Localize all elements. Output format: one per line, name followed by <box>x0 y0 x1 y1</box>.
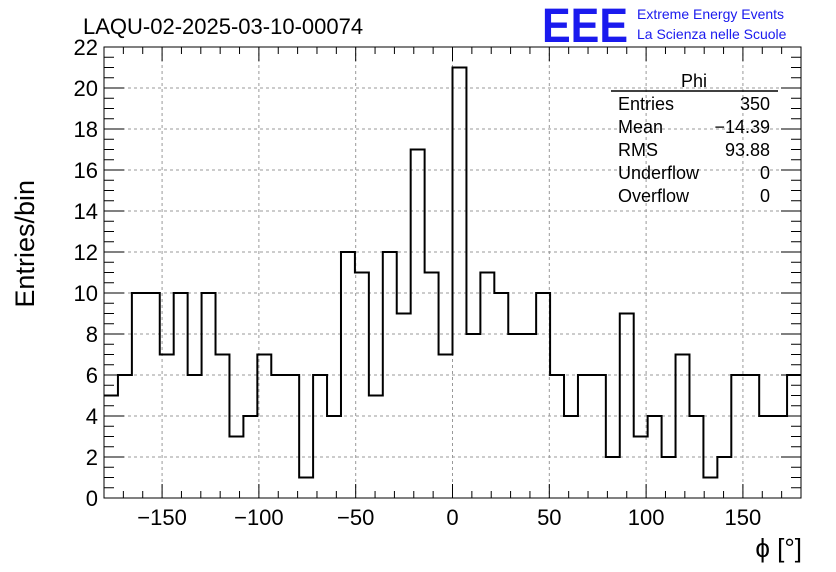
x-tick-label: 100 <box>628 505 665 530</box>
histogram-bar <box>243 416 257 498</box>
histogram-bar <box>717 457 731 498</box>
x-tick-label: −150 <box>137 505 187 530</box>
histogram-bar <box>216 355 230 499</box>
histogram-bar <box>411 150 425 499</box>
y-tick-label: 8 <box>86 322 98 347</box>
histogram-bar <box>341 252 355 498</box>
histogram-bar <box>745 375 759 498</box>
histogram-bar <box>299 478 313 499</box>
histogram-bar <box>522 334 536 498</box>
histogram-bar <box>550 375 564 498</box>
histogram-bar <box>606 457 620 498</box>
histogram-bar <box>592 375 606 498</box>
stats-value: −14.39 <box>714 117 770 137</box>
histogram-bar <box>285 375 299 498</box>
histogram-bar <box>397 314 411 499</box>
axis-ticks <box>103 46 802 499</box>
y-axis-label: Entries/bin <box>10 180 40 308</box>
y-tick-label: 0 <box>86 486 98 511</box>
x-axis-label: ϕ [°] <box>755 533 802 563</box>
chart-title: LAQU-02-2025-03-10-00074 <box>83 14 363 39</box>
histogram-bar <box>634 437 648 499</box>
histogram-bar <box>731 375 745 498</box>
histogram-bar <box>327 416 341 498</box>
histogram-bar <box>578 375 592 498</box>
histogram-bar <box>536 293 550 498</box>
histogram-bar <box>648 416 662 498</box>
x-tick-label: 0 <box>446 505 458 530</box>
histogram-bar <box>146 293 160 498</box>
histogram-bar <box>271 375 285 498</box>
y-tick-label: 12 <box>74 240 98 265</box>
histogram-bar <box>508 334 522 498</box>
histogram-bar <box>620 314 634 499</box>
histogram-bar <box>174 293 188 498</box>
histogram-bar <box>439 355 453 499</box>
histogram-bar <box>480 273 494 499</box>
stats-value: 0 <box>760 163 770 183</box>
stats-title: Phi <box>681 71 707 91</box>
y-tick-labels: 0 2 4 6 8 10 12 14 16 18 20 22 <box>74 35 98 511</box>
y-tick-label: 6 <box>86 363 98 388</box>
y-tick-label: 10 <box>74 281 98 306</box>
logo-line2: La Scienza nelle Scuole <box>637 26 787 42</box>
histogram-bar <box>425 273 439 499</box>
y-tick-label: 14 <box>74 199 98 224</box>
stats-value: 93.88 <box>725 140 770 160</box>
y-tick-label: 16 <box>74 158 98 183</box>
logo-line1: Extreme Energy Events <box>637 6 784 22</box>
x-tick-label: 150 <box>725 505 762 530</box>
histogram-bar <box>229 437 243 499</box>
stats-label: Overflow <box>618 186 690 206</box>
histogram-bar <box>257 355 271 499</box>
y-tick-label: 4 <box>86 404 98 429</box>
x-tick-label: −50 <box>337 505 374 530</box>
histogram-bar <box>132 293 146 498</box>
histogram-bar <box>188 375 202 498</box>
histogram-bar <box>494 293 508 498</box>
stats-box: Phi Entries 350 Mean −14.39 RMS 93.88 Underflo… <box>611 71 778 206</box>
stats-label: Entries <box>618 94 674 114</box>
stats-value: 0 <box>760 186 770 206</box>
y-tick-label: 18 <box>74 117 98 142</box>
histogram-bar <box>369 396 383 499</box>
histogram-bar <box>383 252 397 498</box>
stats-label: Mean <box>618 117 663 137</box>
histogram-bar <box>564 416 578 498</box>
histogram-bar <box>759 416 773 498</box>
y-tick-label: 22 <box>74 35 98 60</box>
x-tick-label: 50 <box>537 505 561 530</box>
y-tick-label: 2 <box>86 445 98 470</box>
y-tick-label: 20 <box>74 76 98 101</box>
histogram-bar <box>466 334 480 498</box>
histogram-bar <box>313 375 327 498</box>
eee-logo: EEE Extreme Energy Events La Scienza nel… <box>542 0 787 53</box>
histogram-bar <box>662 457 676 498</box>
histogram-bar <box>355 273 369 499</box>
histogram-bar <box>703 478 717 499</box>
histogram-bar <box>118 375 132 498</box>
histogram-bar <box>676 355 690 499</box>
x-tick-label: −100 <box>234 505 284 530</box>
x-tick-labels: −150 −100 −50 0 50 100 150 <box>137 505 761 530</box>
histogram-bar <box>689 416 703 498</box>
histogram-bar <box>202 293 216 498</box>
histogram-outline <box>104 66 801 479</box>
stats-label: Underflow <box>618 163 700 183</box>
histogram-bar <box>453 68 467 499</box>
logo-text: EEE <box>542 0 628 53</box>
stats-value: 350 <box>740 94 770 114</box>
histogram-bar <box>160 355 174 499</box>
stats-label: RMS <box>618 140 658 160</box>
